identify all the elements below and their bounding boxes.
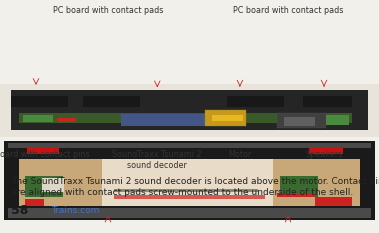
Bar — [277, 193, 315, 197]
Bar — [284, 116, 315, 126]
Bar — [8, 208, 371, 218]
Bar — [19, 113, 352, 123]
Text: 58: 58 — [11, 204, 29, 217]
Text: PC board with contact pads: PC board with contact pads — [233, 6, 343, 15]
Bar — [102, 159, 273, 206]
Text: Speakers: Speakers — [305, 150, 343, 159]
Text: The SoundTraxx Tsunami 2 sound decoder is located above the motor. Contact pins
: The SoundTraxx Tsunami 2 sound decoder i… — [11, 177, 379, 197]
Bar — [277, 113, 326, 128]
Bar — [114, 195, 265, 199]
Bar — [121, 114, 205, 126]
Bar — [23, 115, 53, 122]
Bar — [42, 178, 64, 192]
Bar — [25, 199, 44, 206]
Bar — [326, 115, 349, 125]
Bar — [25, 176, 63, 197]
Text: SoundTraxx Tsunami 2
sound decoder: SoundTraxx Tsunami 2 sound decoder — [113, 150, 202, 170]
Bar — [315, 197, 352, 206]
Bar — [11, 96, 68, 107]
Bar — [19, 159, 102, 206]
Bar — [205, 110, 246, 126]
Bar — [303, 96, 352, 107]
Bar — [57, 118, 76, 122]
Bar — [280, 176, 318, 197]
Text: PC board with contact pins: PC board with contact pins — [0, 150, 90, 159]
Text: Trains.com: Trains.com — [51, 206, 100, 215]
Bar — [273, 159, 360, 206]
Bar — [4, 141, 375, 220]
Bar — [212, 115, 243, 121]
Bar — [83, 96, 140, 107]
Bar — [11, 90, 368, 130]
Bar — [27, 147, 59, 154]
Text: Motor: Motor — [228, 150, 252, 159]
Bar — [0, 84, 379, 137]
Bar — [227, 96, 284, 107]
Bar — [309, 147, 343, 154]
Bar — [19, 159, 360, 206]
Bar — [114, 189, 258, 192]
Text: PC board with contact pads: PC board with contact pads — [53, 6, 163, 15]
Bar — [8, 143, 371, 148]
